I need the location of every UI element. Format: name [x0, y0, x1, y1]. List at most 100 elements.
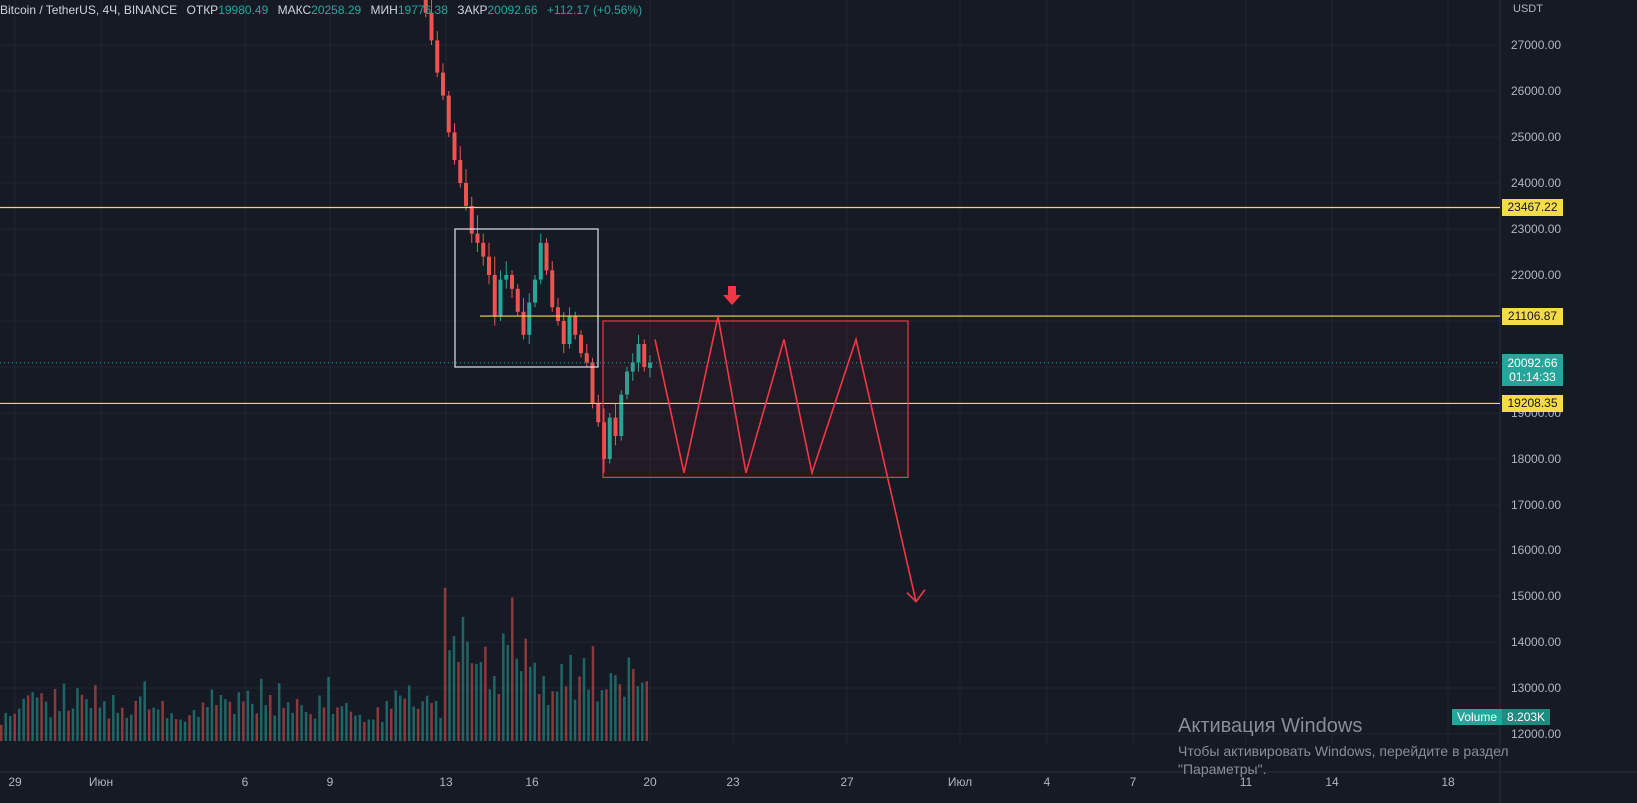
candle-body: [630, 362, 635, 372]
volume-bar: [125, 717, 129, 741]
volume-bar: [434, 701, 438, 741]
volume-bar: [466, 641, 469, 741]
y-tick-label: 15000.00: [1511, 589, 1561, 603]
volume-bar: [479, 662, 483, 741]
volume-bar: [156, 709, 160, 741]
volume-bar: [8, 715, 12, 741]
volume-bar: [44, 701, 48, 741]
symbol-title[interactable]: Bitcoin / TetherUS, 4Ч, BINANCE: [0, 3, 178, 17]
last-price-tag[interactable]: 20092.66 01:14:33: [1502, 354, 1563, 386]
x-tick-label: 13: [439, 775, 453, 789]
volume-bar: [340, 706, 344, 741]
volume-bar: [573, 699, 577, 741]
candle-body: [584, 353, 589, 363]
volume-bar: [71, 708, 75, 741]
projection-arrowhead: [906, 589, 926, 603]
volume-bar: [336, 707, 339, 741]
candle-body: [441, 72, 445, 96]
volume-bar: [116, 712, 120, 741]
x-tick-label: 18: [1441, 775, 1455, 789]
volume-bar: [381, 721, 384, 741]
volume-label: Volume: [1452, 709, 1503, 725]
y-tick-label: 14000.00: [1511, 635, 1561, 649]
candle-body: [636, 344, 641, 363]
volume-bar: [578, 676, 581, 741]
y-tick-label: 17000.00: [1511, 498, 1561, 512]
volume-bar: [430, 703, 433, 741]
y-tick-label: 22000.00: [1511, 268, 1561, 282]
candle-body: [429, 12, 434, 41]
volume-bar: [174, 719, 178, 741]
volume-bar: [605, 689, 608, 741]
volume-bar: [291, 712, 294, 741]
volume-bar: [636, 685, 640, 741]
volume-bar: [363, 721, 366, 741]
close-value: 20092.66: [487, 3, 538, 17]
volume-bar: [268, 695, 272, 741]
volume-bar: [591, 646, 595, 741]
level-tag-middle[interactable]: 21106.87: [1502, 308, 1563, 325]
volume-bar: [85, 699, 88, 741]
candle-body: [481, 242, 486, 257]
volume-bar: [564, 686, 568, 741]
volume-bar: [537, 693, 541, 741]
volume-bar: [94, 685, 97, 741]
volume-bar: [58, 711, 61, 741]
watermark-line-2: "Параметры".: [1178, 761, 1267, 777]
volume-bar: [470, 663, 474, 741]
windows-activation-watermark: Активация Windows Чтобы активировать Win…: [1178, 714, 1509, 778]
x-tick-label: 6: [242, 775, 249, 789]
x-tick-label: 9: [327, 775, 334, 789]
volume-bar: [376, 707, 380, 741]
volume-bar: [313, 718, 317, 741]
level-tag-upper[interactable]: 23467.22: [1502, 199, 1563, 216]
volume-bar: [560, 663, 563, 741]
volume-bar: [618, 684, 622, 741]
volume-bar: [385, 701, 389, 741]
volume-bar: [528, 666, 532, 741]
volume-bar: [147, 709, 151, 741]
currency-unit[interactable]: USDT: [1513, 3, 1543, 15]
volume-bar: [555, 691, 559, 741]
volume-badge[interactable]: Volume 8.203K: [1452, 709, 1551, 725]
volume-bar: [457, 661, 460, 741]
y-tick-label: 12000.00: [1511, 727, 1561, 741]
candle-body: [533, 279, 537, 303]
volume-bar: [224, 699, 227, 741]
candle-body: [550, 270, 555, 308]
candle-body: [619, 394, 624, 436]
volume-bars: [0, 587, 649, 741]
volume-bar: [215, 705, 218, 741]
volume-bar: [349, 711, 353, 741]
volume-bar: [107, 718, 111, 741]
volume-bar: [358, 714, 362, 741]
candle-body: [458, 160, 463, 183]
volume-bar: [165, 718, 169, 741]
volume-bar: [255, 713, 259, 741]
candles: [423, 0, 652, 473]
open-label: ОТКР: [186, 3, 219, 17]
candle-body: [590, 362, 595, 404]
high-value: 20258.29: [311, 3, 362, 17]
volume-bar: [188, 715, 191, 741]
volume-bar: [475, 663, 478, 741]
volume-bar: [390, 708, 393, 741]
volume-bar: [372, 719, 375, 741]
volume-bar: [322, 707, 326, 741]
volume-bar: [179, 719, 182, 741]
volume-bar: [76, 688, 79, 741]
volume-bar: [273, 715, 276, 741]
volume-bar: [17, 708, 21, 741]
open-value: 19980.49: [218, 3, 269, 17]
volume-bar: [443, 587, 447, 741]
last-price-value: 20092.66: [1507, 356, 1558, 370]
volume-bar: [569, 654, 572, 741]
level-tag-lower[interactable]: 19208.35: [1502, 395, 1563, 412]
x-tick-label: 27: [840, 775, 854, 789]
volume-bar: [448, 650, 451, 741]
volume-bar: [551, 691, 554, 741]
volume-bar: [452, 636, 456, 741]
volume-bar: [201, 702, 205, 741]
